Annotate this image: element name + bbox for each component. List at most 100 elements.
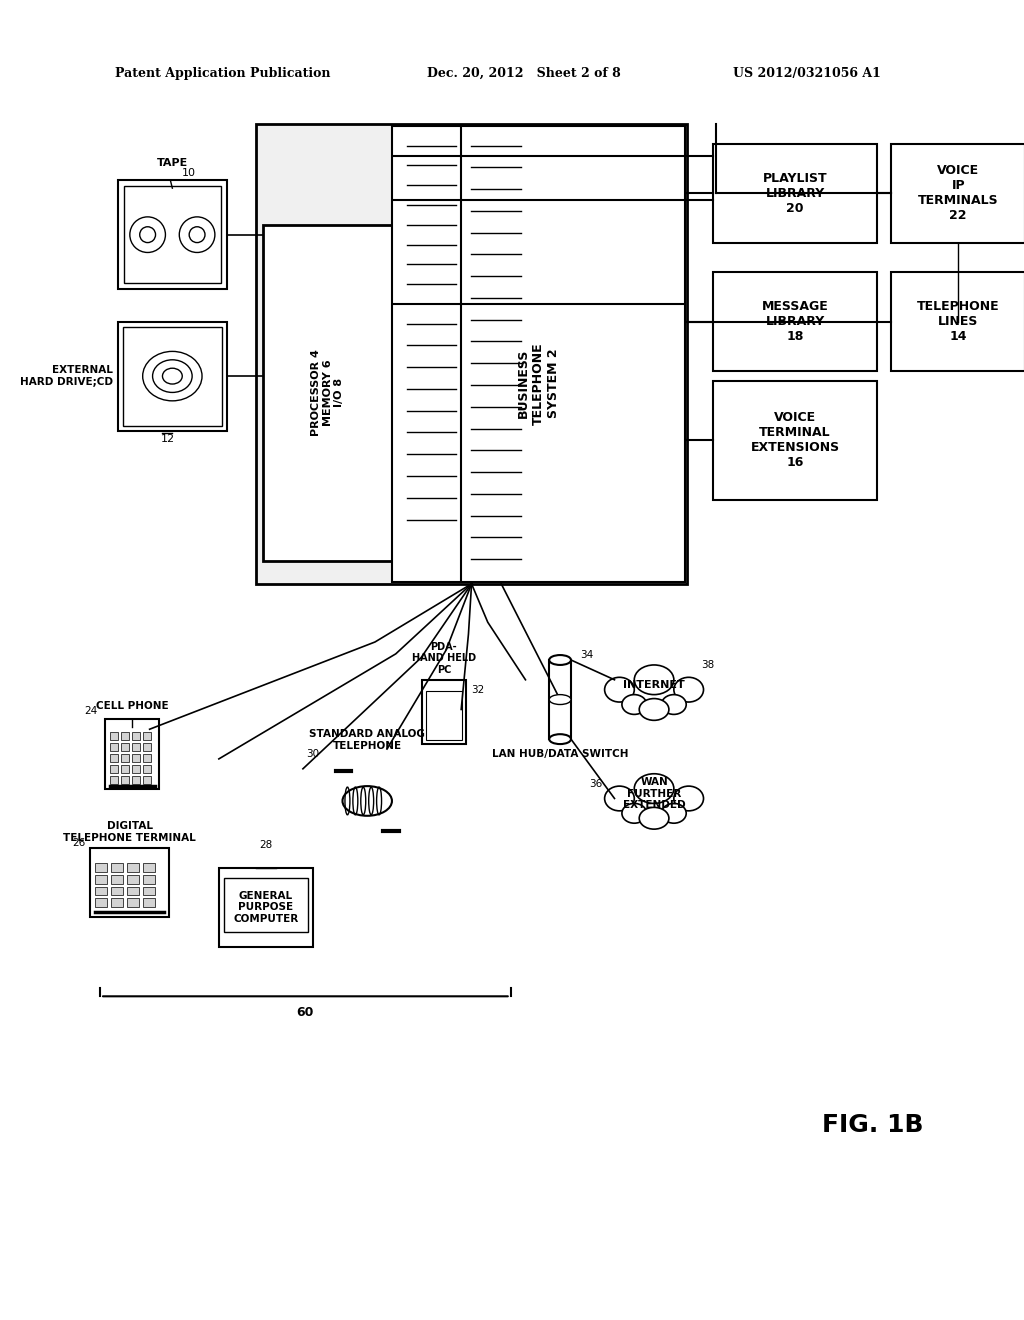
FancyBboxPatch shape (110, 776, 118, 784)
FancyBboxPatch shape (142, 776, 151, 784)
FancyBboxPatch shape (142, 863, 155, 871)
FancyBboxPatch shape (127, 875, 138, 883)
Text: DIGITAL
TELEPHONE TERMINAL: DIGITAL TELEPHONE TERMINAL (63, 821, 197, 843)
FancyBboxPatch shape (121, 733, 129, 741)
Text: TELEPHONE
LINES
14: TELEPHONE LINES 14 (916, 300, 999, 343)
FancyBboxPatch shape (118, 181, 226, 289)
FancyBboxPatch shape (142, 754, 151, 762)
Text: 34: 34 (580, 649, 593, 660)
FancyBboxPatch shape (549, 660, 571, 739)
FancyBboxPatch shape (142, 733, 151, 741)
FancyBboxPatch shape (95, 887, 108, 895)
Ellipse shape (622, 804, 646, 824)
FancyBboxPatch shape (392, 125, 685, 582)
FancyBboxPatch shape (127, 863, 138, 871)
FancyBboxPatch shape (121, 743, 129, 751)
Text: 38: 38 (701, 660, 715, 671)
Text: TAPE: TAPE (157, 158, 188, 169)
FancyBboxPatch shape (111, 887, 123, 895)
Text: PROCESSOR 4
MEMORY 6
I/O 8: PROCESSOR 4 MEMORY 6 I/O 8 (311, 350, 344, 437)
FancyBboxPatch shape (127, 887, 138, 895)
FancyBboxPatch shape (142, 887, 155, 895)
FancyBboxPatch shape (142, 743, 151, 751)
Text: 26: 26 (72, 838, 85, 847)
FancyBboxPatch shape (121, 776, 129, 784)
Text: EXTERNAL
HARD DRIVE;CD: EXTERNAL HARD DRIVE;CD (20, 366, 113, 387)
Text: FIG. 1B: FIG. 1B (822, 1113, 924, 1137)
Text: 12: 12 (161, 434, 174, 445)
FancyBboxPatch shape (124, 186, 221, 284)
FancyBboxPatch shape (95, 863, 108, 871)
Ellipse shape (662, 804, 686, 824)
FancyBboxPatch shape (110, 754, 118, 762)
Text: 60: 60 (297, 1006, 314, 1019)
FancyBboxPatch shape (132, 733, 139, 741)
FancyBboxPatch shape (121, 754, 129, 762)
Ellipse shape (674, 677, 703, 702)
FancyBboxPatch shape (127, 899, 138, 907)
FancyBboxPatch shape (123, 326, 222, 425)
FancyBboxPatch shape (714, 272, 877, 371)
FancyBboxPatch shape (892, 144, 1024, 243)
FancyBboxPatch shape (105, 719, 160, 788)
Text: 32: 32 (471, 685, 484, 694)
FancyBboxPatch shape (219, 867, 312, 946)
FancyBboxPatch shape (224, 878, 308, 932)
FancyBboxPatch shape (142, 875, 155, 883)
Text: GENERAL
PURPOSE
COMPUTER: GENERAL PURPOSE COMPUTER (233, 891, 298, 924)
FancyBboxPatch shape (714, 144, 877, 243)
Text: WAN
FURTHER
EXTENDED: WAN FURTHER EXTENDED (623, 777, 685, 810)
Ellipse shape (604, 787, 634, 810)
Text: VOICE
TERMINAL
EXTENSIONS
16: VOICE TERMINAL EXTENSIONS 16 (751, 412, 840, 470)
Text: PLAYLIST
LIBRARY
20: PLAYLIST LIBRARY 20 (763, 172, 827, 215)
Text: US 2012/0321056 A1: US 2012/0321056 A1 (733, 66, 881, 79)
Text: 10: 10 (182, 168, 197, 178)
Text: Dec. 20, 2012   Sheet 2 of 8: Dec. 20, 2012 Sheet 2 of 8 (427, 66, 621, 79)
FancyBboxPatch shape (422, 680, 466, 744)
FancyBboxPatch shape (142, 764, 151, 772)
Ellipse shape (674, 787, 703, 810)
Text: 28: 28 (259, 840, 272, 850)
Text: 36: 36 (590, 779, 603, 788)
Text: STANDARD ANALOG
TELEPHONE: STANDARD ANALOG TELEPHONE (309, 730, 425, 751)
Ellipse shape (634, 665, 674, 694)
FancyBboxPatch shape (256, 124, 687, 583)
FancyBboxPatch shape (121, 764, 129, 772)
Ellipse shape (622, 694, 646, 714)
FancyBboxPatch shape (263, 224, 392, 561)
Text: CELL PHONE: CELL PHONE (96, 701, 169, 711)
Text: Patent Application Publication: Patent Application Publication (115, 66, 331, 79)
Text: 30: 30 (306, 748, 319, 759)
FancyBboxPatch shape (142, 899, 155, 907)
Ellipse shape (639, 698, 669, 721)
FancyBboxPatch shape (132, 743, 139, 751)
FancyBboxPatch shape (132, 776, 139, 784)
FancyBboxPatch shape (111, 863, 123, 871)
Ellipse shape (549, 694, 571, 705)
FancyBboxPatch shape (95, 899, 108, 907)
Text: VOICE
IP
TERMINALS
22: VOICE IP TERMINALS 22 (918, 164, 998, 222)
Text: INTERNET: INTERNET (624, 680, 685, 690)
Text: 24: 24 (84, 706, 97, 717)
FancyBboxPatch shape (111, 899, 123, 907)
Text: PDA-
HAND HELD
PC: PDA- HAND HELD PC (412, 642, 476, 675)
Ellipse shape (634, 774, 674, 804)
Text: BUSINESS
TELEPHONE
SYSTEM 2: BUSINESS TELEPHONE SYSTEM 2 (517, 342, 560, 425)
Ellipse shape (549, 734, 571, 744)
Ellipse shape (639, 808, 669, 829)
FancyBboxPatch shape (90, 847, 169, 917)
FancyBboxPatch shape (110, 743, 118, 751)
FancyBboxPatch shape (714, 381, 877, 500)
Ellipse shape (662, 694, 686, 714)
FancyBboxPatch shape (426, 690, 462, 741)
Ellipse shape (549, 655, 571, 665)
FancyBboxPatch shape (892, 272, 1024, 371)
FancyBboxPatch shape (132, 764, 139, 772)
FancyBboxPatch shape (110, 764, 118, 772)
FancyBboxPatch shape (95, 875, 108, 883)
Ellipse shape (604, 677, 634, 702)
Text: MESSAGE
LIBRARY
18: MESSAGE LIBRARY 18 (762, 300, 828, 343)
FancyBboxPatch shape (118, 322, 226, 430)
FancyBboxPatch shape (111, 875, 123, 883)
FancyBboxPatch shape (110, 733, 118, 741)
